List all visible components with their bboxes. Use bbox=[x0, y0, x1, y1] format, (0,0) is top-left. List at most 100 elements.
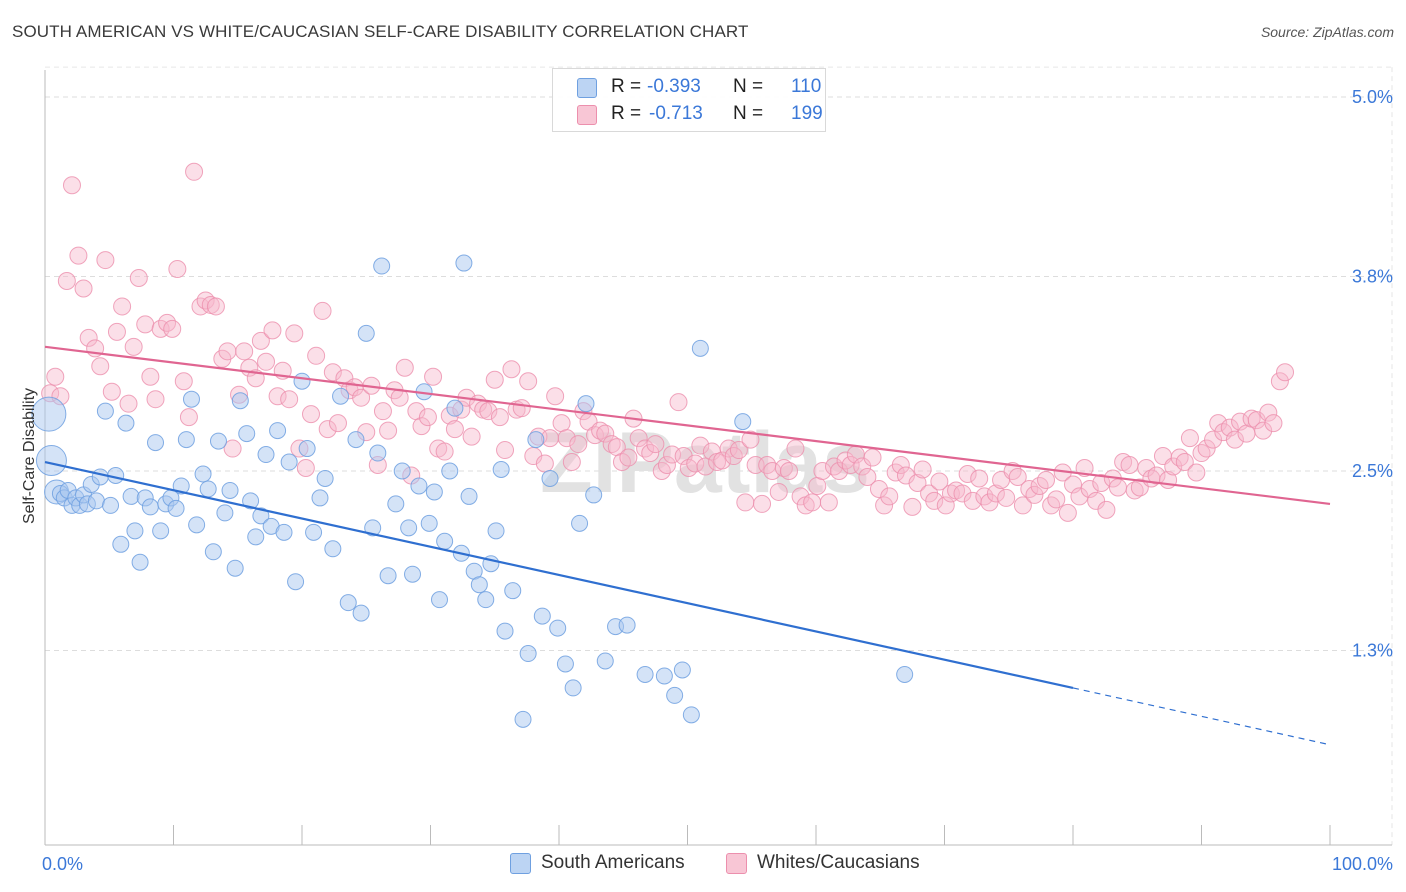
data-point-whites-caucasians bbox=[652, 462, 671, 480]
data-point-whites-caucasians bbox=[1020, 479, 1039, 498]
data-point-whites-caucasians bbox=[936, 496, 955, 515]
data-point-whites-caucasians bbox=[485, 370, 504, 389]
data-point-whites-caucasians bbox=[1058, 503, 1077, 522]
data-point-whites-caucasians bbox=[352, 388, 371, 407]
data-point-south-americans bbox=[126, 522, 144, 540]
data-point-whites-caucasians bbox=[251, 331, 270, 350]
data-point-whites-caucasians bbox=[223, 439, 242, 458]
legend-r-value: -0.393 bbox=[647, 76, 701, 97]
grid-lines bbox=[45, 66, 1393, 845]
data-point-whites-caucasians bbox=[235, 342, 254, 361]
data-point-whites-caucasians bbox=[1204, 430, 1223, 449]
data-point-south-americans bbox=[425, 483, 443, 501]
data-point-whites-caucasians bbox=[1164, 457, 1183, 476]
data-point-whites-caucasians bbox=[780, 462, 799, 480]
x-tick-label: 100.0% bbox=[1332, 854, 1393, 874]
data-point-whites-caucasians bbox=[424, 367, 443, 386]
data-point-whites-caucasians bbox=[980, 493, 999, 512]
y-tick-label: 3.8% bbox=[1352, 267, 1393, 287]
data-point-south-americans bbox=[666, 686, 684, 704]
data-point-whites-caucasians bbox=[502, 360, 521, 379]
data-point-whites-caucasians bbox=[975, 487, 994, 506]
data-point-whites-caucasians bbox=[803, 493, 822, 512]
data-point-whites-caucasians bbox=[713, 451, 732, 470]
data-point-south-americans bbox=[194, 465, 212, 483]
data-point-whites-caucasians bbox=[629, 429, 648, 448]
bottom-legend-swatch-blue bbox=[510, 853, 531, 874]
data-point-whites-caucasians bbox=[435, 442, 454, 461]
data-point-south-americans bbox=[204, 543, 222, 561]
data-point-whites-caucasians bbox=[301, 405, 320, 424]
data-point-south-americans bbox=[369, 444, 387, 462]
data-point-south-americans bbox=[364, 519, 382, 537]
data-point-whites-caucasians bbox=[569, 435, 588, 454]
data-point-south-americans bbox=[31, 396, 67, 432]
data-point-south-americans bbox=[287, 573, 305, 591]
data-point-south-americans bbox=[209, 432, 227, 450]
data-point-south-americans bbox=[420, 514, 438, 532]
data-point-whites-caucasians bbox=[724, 447, 743, 466]
data-point-south-americans bbox=[147, 434, 165, 452]
data-point-whites-caucasians bbox=[102, 382, 121, 401]
data-point-whites-caucasians bbox=[113, 297, 132, 316]
data-point-whites-caucasians bbox=[1075, 459, 1094, 478]
data-point-south-americans bbox=[257, 446, 275, 464]
data-point-whites-caucasians bbox=[925, 491, 944, 510]
data-point-whites-caucasians bbox=[736, 493, 755, 512]
data-point-whites-caucasians bbox=[729, 441, 748, 460]
data-point-whites-caucasians bbox=[490, 408, 509, 427]
data-point-south-americans bbox=[252, 507, 270, 525]
data-point-whites-caucasians bbox=[830, 462, 849, 480]
data-point-south-americans bbox=[492, 461, 510, 479]
data-point-whites-caucasians bbox=[958, 464, 977, 483]
legend-r-value: -0.713 bbox=[649, 103, 703, 124]
data-point-whites-caucasians bbox=[1070, 487, 1089, 506]
data-point-whites-caucasians bbox=[1175, 453, 1194, 472]
data-point-south-americans bbox=[404, 565, 422, 583]
data-point-south-americans bbox=[188, 516, 206, 534]
data-point-whites-caucasians bbox=[1197, 439, 1216, 458]
data-point-whites-caucasians bbox=[1008, 467, 1027, 486]
data-point-south-americans bbox=[177, 431, 195, 449]
data-point-south-americans bbox=[655, 667, 673, 685]
data-point-whites-caucasians bbox=[57, 272, 76, 291]
data-point-whites-caucasians bbox=[1276, 363, 1295, 382]
data-point-whites-caucasians bbox=[146, 390, 165, 409]
data-point-whites-caucasians bbox=[858, 467, 877, 486]
data-point-whites-caucasians bbox=[853, 457, 872, 476]
data-point-south-americans bbox=[373, 257, 391, 275]
data-point-south-americans bbox=[275, 523, 293, 541]
data-point-south-americans bbox=[226, 559, 244, 577]
data-point-whites-caucasians bbox=[1187, 463, 1206, 482]
data-point-whites-caucasians bbox=[373, 402, 392, 421]
data-point-whites-caucasians bbox=[218, 342, 237, 361]
data-point-whites-caucasians bbox=[1125, 481, 1144, 500]
data-point-whites-caucasians bbox=[1254, 421, 1273, 440]
data-point-whites-caucasians bbox=[557, 429, 576, 448]
data-point-whites-caucasians bbox=[1092, 473, 1111, 492]
data-point-whites-caucasians bbox=[913, 460, 932, 479]
data-point-south-americans bbox=[131, 553, 149, 571]
data-point-whites-caucasians bbox=[1064, 475, 1082, 494]
data-point-whites-caucasians bbox=[552, 414, 571, 433]
data-point-south-americans bbox=[387, 495, 405, 513]
legend-n-label: N = bbox=[733, 103, 764, 124]
data-point-whites-caucasians bbox=[986, 484, 1005, 503]
data-point-whites-caucasians bbox=[307, 346, 326, 365]
data-point-whites-caucasians bbox=[1220, 418, 1239, 437]
data-point-south-americans bbox=[430, 591, 448, 609]
data-point-whites-caucasians bbox=[1137, 459, 1156, 478]
data-point-whites-caucasians bbox=[1087, 491, 1106, 510]
data-point-whites-caucasians bbox=[841, 456, 860, 475]
data-point-south-americans bbox=[441, 462, 459, 480]
data-point-whites-caucasians bbox=[280, 390, 299, 409]
data-point-whites-caucasians bbox=[769, 482, 788, 501]
data-point-south-americans bbox=[446, 399, 464, 417]
data-point-whites-caucasians bbox=[1259, 403, 1278, 422]
legend-box: R = -0.393 N = 110 R = -0.713 N = 199 bbox=[552, 68, 826, 132]
y-tick-label: 2.5% bbox=[1352, 461, 1393, 481]
data-point-whites-caucasians bbox=[1147, 466, 1166, 485]
bottom-legend-label: Whites/Caucasians bbox=[757, 852, 920, 873]
data-point-whites-caucasians bbox=[602, 435, 621, 454]
